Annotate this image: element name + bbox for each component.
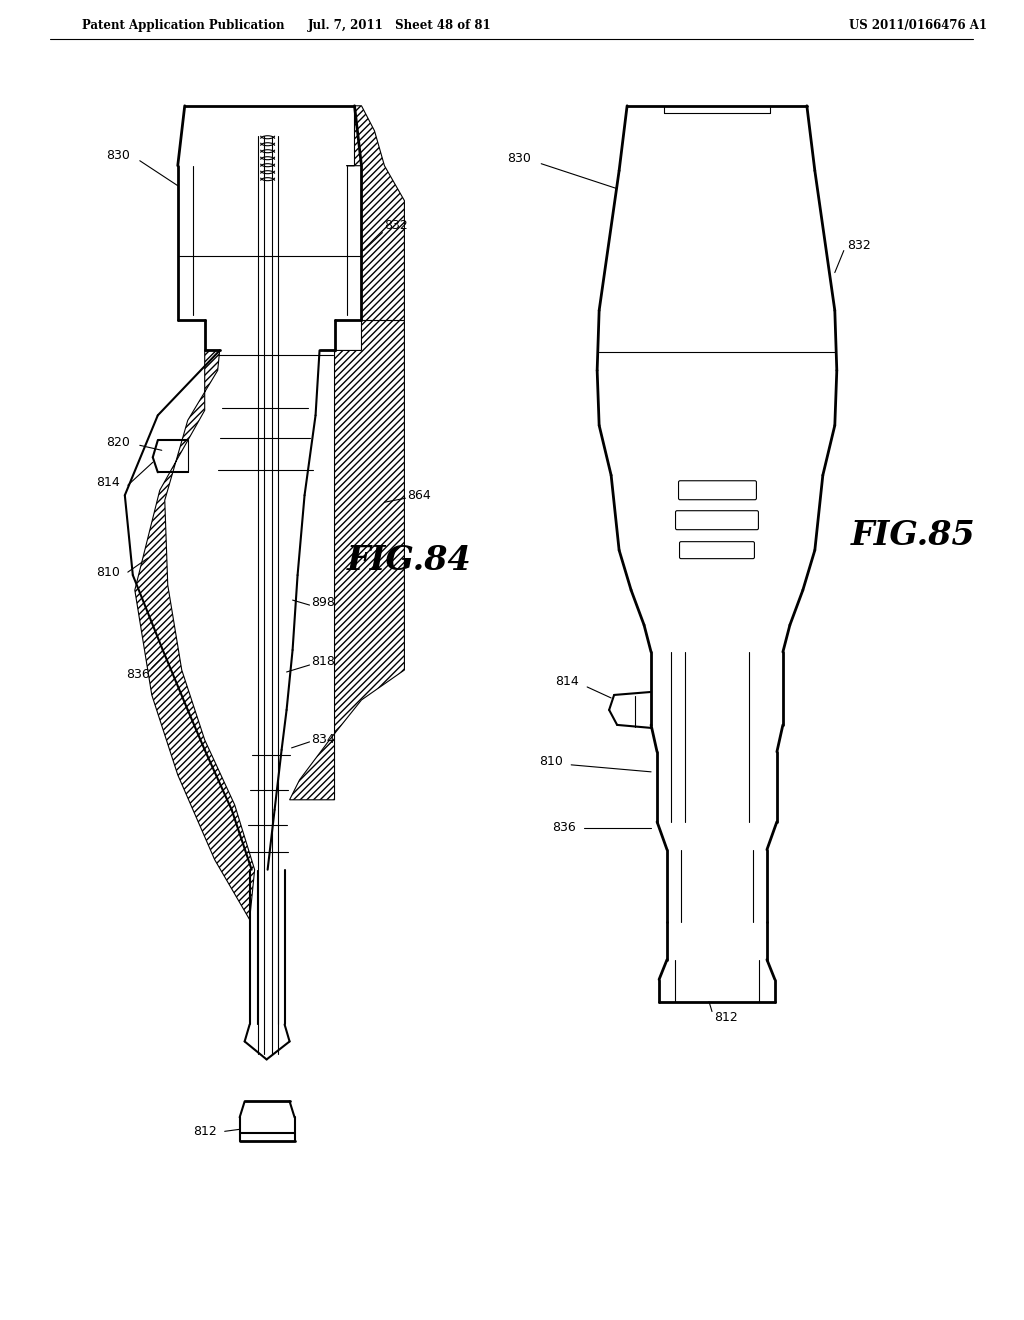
Text: 814: 814 [555,676,579,689]
Text: 830: 830 [507,152,531,165]
Text: FIG.84: FIG.84 [347,544,472,577]
FancyBboxPatch shape [679,480,757,500]
Polygon shape [135,350,255,920]
Text: 830: 830 [105,149,130,162]
Text: 864: 864 [408,488,431,502]
Text: 836: 836 [126,668,150,681]
Text: 898: 898 [311,595,336,609]
Text: 820: 820 [105,436,130,449]
Polygon shape [346,106,404,321]
Text: 810: 810 [96,566,120,578]
Polygon shape [290,321,404,800]
Text: FIG.85: FIG.85 [851,519,976,552]
Text: Patent Application Publication: Patent Application Publication [82,20,285,33]
Text: 818: 818 [311,656,336,668]
Text: 812: 812 [714,1011,737,1024]
FancyBboxPatch shape [680,541,755,558]
Text: Jul. 7, 2011   Sheet 48 of 81: Jul. 7, 2011 Sheet 48 of 81 [307,20,492,33]
FancyBboxPatch shape [676,511,759,529]
Text: 832: 832 [847,239,870,252]
Text: 834: 834 [311,734,335,746]
Text: 814: 814 [96,475,120,488]
Text: 810: 810 [540,755,563,768]
Text: 832: 832 [384,219,409,232]
Text: 836: 836 [552,821,577,834]
Text: 812: 812 [193,1125,217,1138]
Text: US 2011/0166476 A1: US 2011/0166476 A1 [849,20,987,33]
